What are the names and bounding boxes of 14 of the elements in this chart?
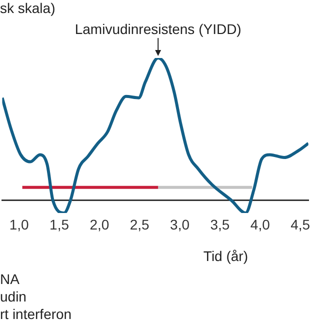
- x-axis-title: Tid (år): [203, 248, 248, 264]
- x-tick-label: 4,0: [250, 216, 270, 232]
- x-tick-label: 4,5: [290, 216, 310, 232]
- x-tick-label: 2,5: [130, 216, 150, 232]
- x-tick-label: 1,0: [9, 216, 30, 232]
- x-tick-label: 3,0: [170, 216, 190, 232]
- text: NA: [0, 271, 20, 287]
- y-axis-title: sk skala): [0, 0, 56, 16]
- text: udin: [0, 288, 26, 304]
- x-tick-label: 1,5: [50, 216, 70, 232]
- text: rt interferon: [0, 306, 72, 320]
- x-tick-label: 2,0: [90, 216, 110, 232]
- x-tick-label: 3,5: [210, 216, 230, 232]
- annotation: Lamivudinresistens (YIDD): [74, 21, 242, 37]
